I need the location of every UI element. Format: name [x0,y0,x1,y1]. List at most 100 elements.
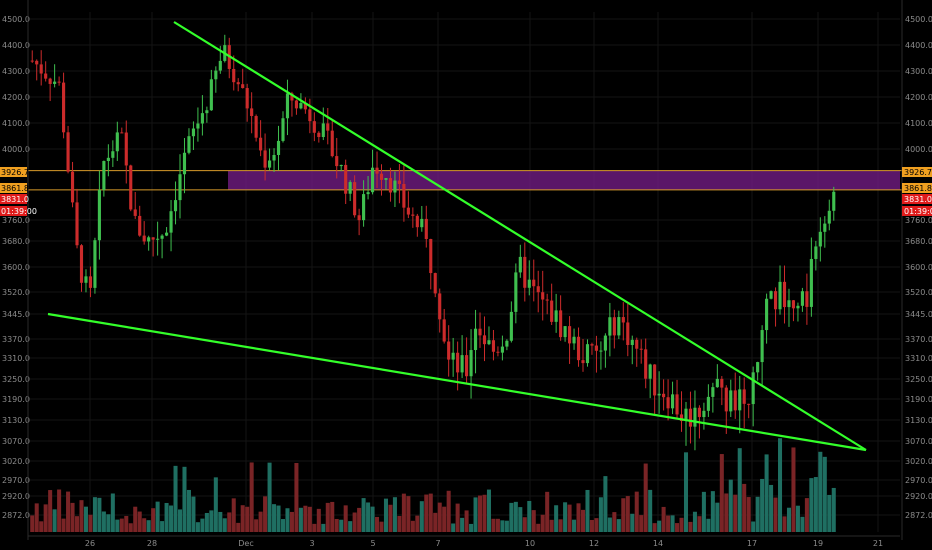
volume-bar [289,511,294,532]
candle-body [823,223,827,232]
volume-bar [218,511,223,532]
volume-bar [442,506,447,532]
candle-body [169,211,173,233]
candle-body [447,341,451,360]
candle-body [290,93,294,101]
time-axis-tick-label: 28 [147,539,157,548]
candle-body [75,202,79,246]
candle-body [259,137,263,151]
volume-bar [110,493,115,532]
volume-bar [357,507,362,532]
candle-body [765,298,769,331]
right-price-badge [902,183,932,193]
volume-bar [603,476,608,532]
candle-body [639,348,643,350]
price-badges: 3926.7 3926.7 3861.8 3861.8 3831.0 3831.0 01:3… [0,167,932,216]
candle-body [509,311,513,341]
volume-bar [464,510,469,532]
left-price-badge [0,167,27,177]
candle-body [568,326,572,344]
candle-body [572,336,576,344]
volume-bar [733,494,738,532]
volume-bar [791,447,796,532]
volume-bar [482,494,487,532]
volume-bar [661,506,666,532]
volume-bar [809,478,814,532]
volume-bar [48,490,53,532]
candle-body [263,150,267,168]
candle-body [791,300,796,309]
volume-bar [321,523,326,532]
volume-bar [267,462,272,532]
right-axis-tick-label: 3070.0 [905,437,932,446]
volume-bar [119,518,124,532]
time-axis: 26 28 Dec 3 5 7 10 12 14 17 19 21 [28,535,900,548]
volume-bar [652,523,657,532]
volume-bar [522,517,527,532]
candle-body [621,317,625,323]
candle-body [742,389,746,404]
volume-bar [52,509,57,532]
right-axis-tick-label: 3310.0 [905,354,932,363]
volume-bar [545,491,550,532]
left-axis-tick-label: 2970.0 [2,476,30,485]
volume-bar [222,518,227,532]
volume-bar [719,454,724,532]
volume-bar [504,520,509,532]
candle-body [339,164,343,167]
volume-bar [307,506,312,532]
candle-body [670,394,675,409]
volume-bar [388,504,393,532]
left-price-badge-label: 3831.0 [1,195,29,204]
candle-body [370,167,375,193]
candle-body [653,364,657,396]
candle-body [782,281,787,308]
candle-body [375,167,379,174]
volume-bar [79,500,84,532]
candle-body [630,339,634,345]
candle-body [236,82,240,85]
candle-body [500,346,504,353]
volume-bar [692,511,697,532]
candle-body [245,88,249,109]
volume-bar [366,502,371,532]
candle-body [254,116,258,138]
volume-bar [469,523,474,532]
volume-bar [737,448,742,532]
volume-bar [213,477,218,532]
volume-bar [169,505,174,532]
left-price-badge [0,183,27,193]
volume-bar [88,514,93,532]
time-axis-tick-label: 12 [589,539,599,548]
volume-bar [124,515,129,532]
candle-body [702,410,706,418]
candle-body [594,345,599,351]
volume-bar [128,523,133,532]
candle-body [384,178,388,180]
volume-bar [455,503,460,532]
candle-body [393,180,397,193]
candle-body [147,237,151,242]
candle-body [424,218,428,240]
candle-body [482,335,487,345]
candle-body [191,128,196,137]
volume-bar [827,494,832,532]
right-price-badge-label: 01:39:00 [904,207,932,216]
upper-trendline [173,21,867,451]
volume-bar [634,491,639,532]
volume-bar [186,489,191,532]
right-price-badge-label: 3861.8 [904,184,932,193]
volume-bar [177,509,183,532]
candle-body [796,305,800,309]
volume-bar [639,515,644,532]
volume-bar [115,519,120,532]
candle-body [787,300,791,308]
volume-bar [34,503,39,532]
volume-bar [728,479,733,532]
left-price-badge [0,206,27,216]
volume-bar [697,516,702,532]
candle-body [124,132,128,166]
candle-body [200,113,204,124]
right-price-badge [902,167,932,177]
